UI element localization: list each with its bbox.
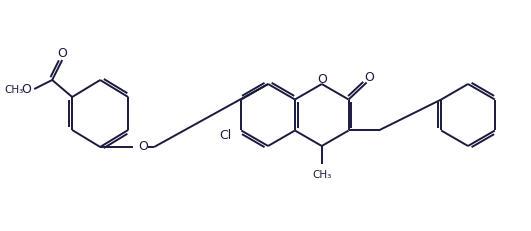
Text: CH₃: CH₃	[312, 170, 331, 180]
Text: O: O	[57, 46, 67, 60]
Text: O: O	[138, 140, 148, 153]
Text: O: O	[365, 71, 374, 84]
Text: O: O	[317, 73, 327, 85]
Text: CH₃: CH₃	[4, 85, 23, 95]
Text: Cl: Cl	[219, 129, 232, 142]
Text: O: O	[21, 82, 31, 95]
